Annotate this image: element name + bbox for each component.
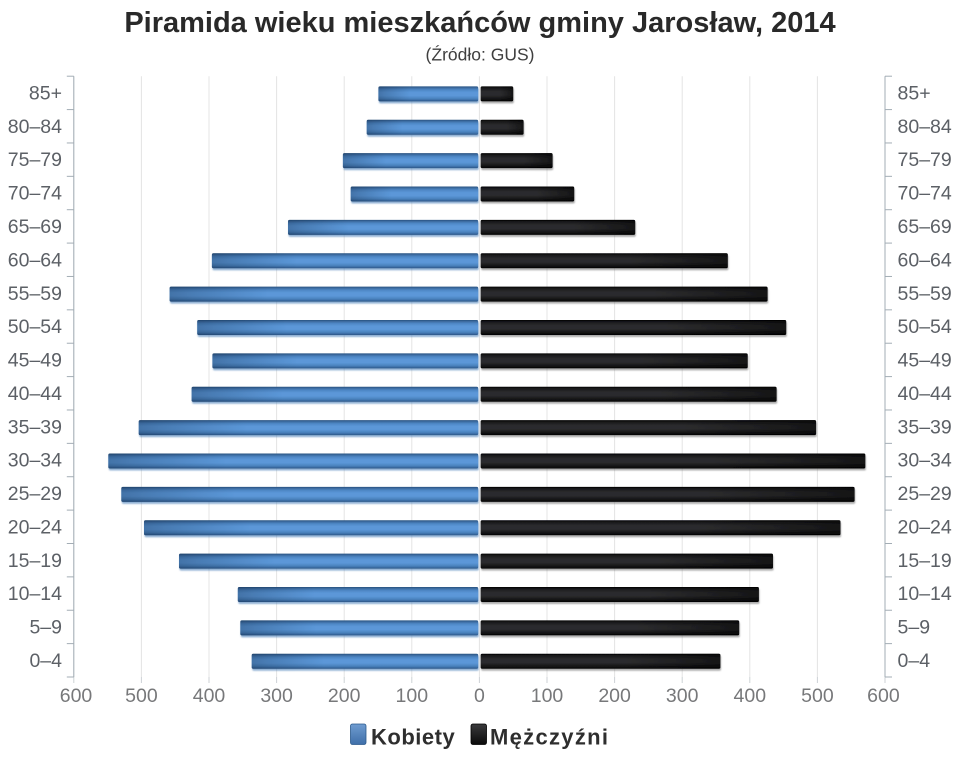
svg-text:65–69: 65–69 <box>8 216 62 238</box>
svg-text:500: 500 <box>125 685 158 707</box>
svg-text:60–64: 60–64 <box>8 249 62 271</box>
svg-text:40–44: 40–44 <box>8 383 62 405</box>
svg-text:55–59: 55–59 <box>8 283 62 305</box>
svg-text:Kobiety: Kobiety <box>371 725 455 750</box>
svg-text:400: 400 <box>193 685 226 707</box>
svg-text:50–54: 50–54 <box>8 316 62 338</box>
svg-text:35–39: 35–39 <box>8 416 62 438</box>
svg-text:80–84: 80–84 <box>898 116 952 138</box>
svg-text:20–24: 20–24 <box>8 516 62 538</box>
svg-text:60–64: 60–64 <box>898 249 952 271</box>
svg-text:5–9: 5–9 <box>29 617 62 639</box>
svg-text:80–84: 80–84 <box>8 116 62 138</box>
svg-text:0: 0 <box>474 685 485 707</box>
svg-text:20–24: 20–24 <box>898 516 952 538</box>
svg-text:40–44: 40–44 <box>898 383 952 405</box>
svg-text:45–49: 45–49 <box>8 350 62 372</box>
svg-text:25–29: 25–29 <box>898 483 952 505</box>
svg-text:200: 200 <box>598 685 631 707</box>
svg-text:400: 400 <box>734 685 767 707</box>
svg-text:Mężczyźni: Mężczyźni <box>490 725 609 750</box>
svg-text:70–74: 70–74 <box>898 183 952 205</box>
svg-text:200: 200 <box>328 685 361 707</box>
svg-text:(Źródło: GUS): (Źródło: GUS) <box>426 45 535 65</box>
svg-text:300: 300 <box>666 685 699 707</box>
svg-text:75–79: 75–79 <box>8 149 62 171</box>
svg-text:50–54: 50–54 <box>898 316 952 338</box>
svg-text:85+: 85+ <box>29 83 62 105</box>
svg-text:30–34: 30–34 <box>898 450 952 472</box>
svg-text:600: 600 <box>867 685 900 707</box>
svg-text:100: 100 <box>531 685 564 707</box>
svg-text:30–34: 30–34 <box>8 450 62 472</box>
svg-text:5–9: 5–9 <box>898 617 931 639</box>
svg-text:35–39: 35–39 <box>898 416 952 438</box>
svg-text:15–19: 15–19 <box>898 550 952 572</box>
svg-text:100: 100 <box>396 685 429 707</box>
svg-text:45–49: 45–49 <box>898 350 952 372</box>
svg-text:300: 300 <box>260 685 293 707</box>
svg-text:0–4: 0–4 <box>898 650 931 672</box>
svg-text:10–14: 10–14 <box>8 583 62 605</box>
svg-text:600: 600 <box>60 685 93 707</box>
svg-text:85+: 85+ <box>898 83 931 105</box>
svg-text:10–14: 10–14 <box>898 583 952 605</box>
svg-text:500: 500 <box>801 685 834 707</box>
svg-text:55–59: 55–59 <box>898 283 952 305</box>
svg-text:65–69: 65–69 <box>898 216 952 238</box>
svg-text:25–29: 25–29 <box>8 483 62 505</box>
svg-text:70–74: 70–74 <box>8 183 62 205</box>
svg-text:0–4: 0–4 <box>29 650 62 672</box>
svg-text:Piramida wieku mieszkańców gmi: Piramida wieku mieszkańców gminy Jarosła… <box>124 7 835 39</box>
svg-text:15–19: 15–19 <box>8 550 62 572</box>
svg-text:75–79: 75–79 <box>898 149 952 171</box>
